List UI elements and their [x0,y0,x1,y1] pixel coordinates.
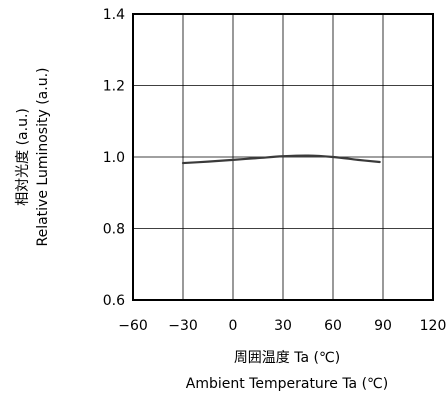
x-tick-label: 30 [274,318,292,334]
y-axis-title: 相対光度 (a.u.) [15,108,31,206]
x-tick-label: −60 [118,318,148,334]
y-tick-label: 1.2 [103,79,125,95]
x-tick-label: −30 [168,318,198,334]
y-tick-labels: 0.6 0.8 1.0 1.2 1.4 [103,7,125,309]
x-axis-title: 周囲温度 Ta (℃) [234,350,340,366]
y-tick-label: 0.6 [103,293,125,309]
series-layer [181,154,381,165]
y-tick-label: 1.4 [103,7,125,23]
y-axis-title-english: Relative Luminosity (a.u.) [35,68,51,247]
x-tick-label: 90 [374,318,392,334]
x-tick-labels: −60 −30 0 30 60 90 120 [118,318,446,334]
y-tick-label: 1.0 [103,150,125,166]
x-tick-label: 60 [324,318,342,334]
y-tick-label: 0.8 [103,222,125,238]
plot-frame [132,13,434,301]
x-tick-label: 0 [229,318,238,334]
x-tick-label: 120 [420,318,447,334]
series-line [181,154,381,165]
x-axis-title-english: Ambient Temperature Ta (℃) [186,376,388,392]
